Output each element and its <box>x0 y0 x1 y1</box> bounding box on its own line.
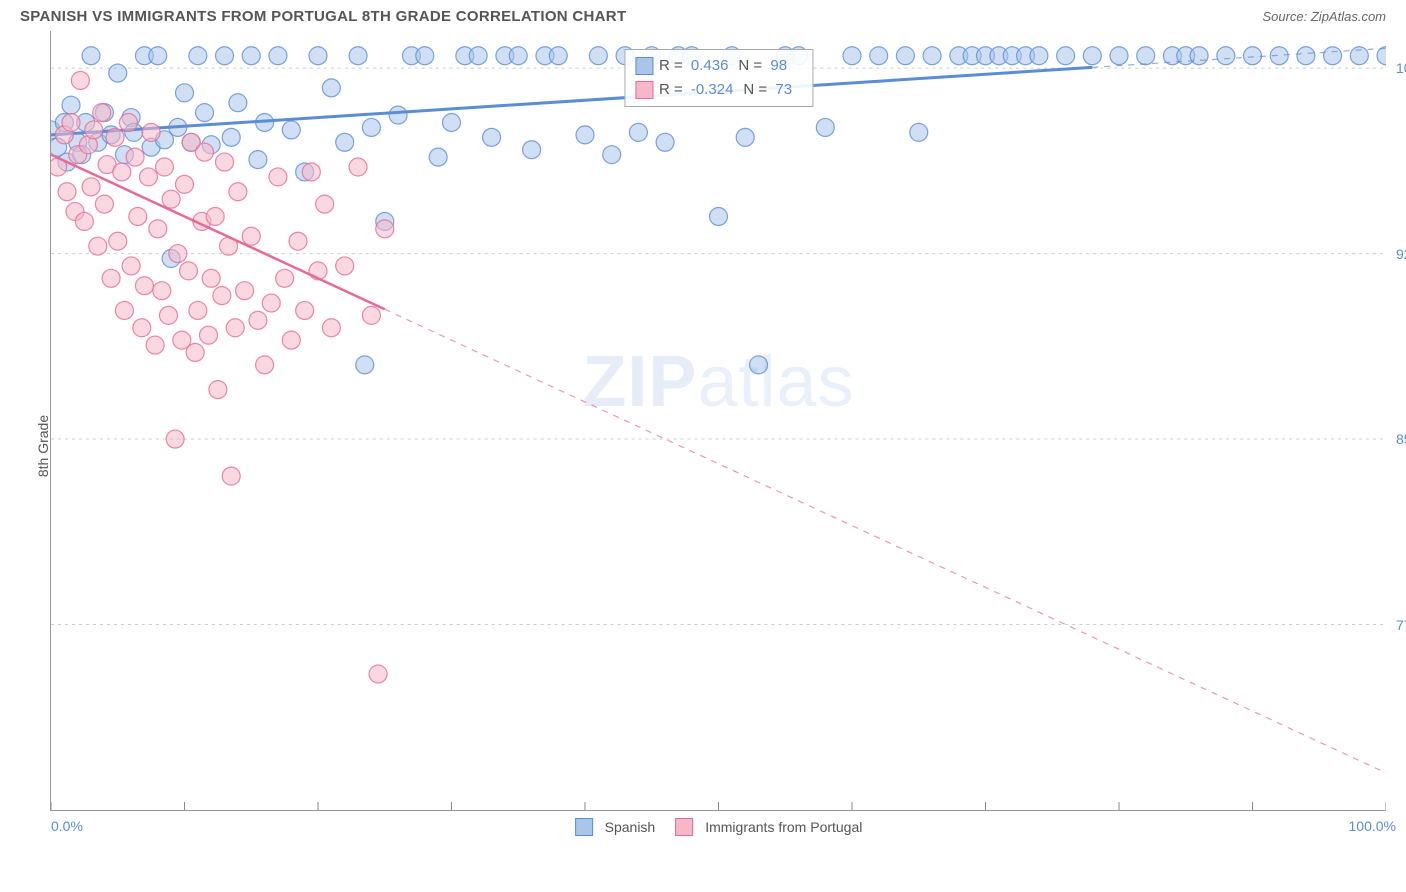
legend-label: Immigrants from Portugal <box>705 819 862 835</box>
legend: Spanish Immigrants from Portugal <box>575 818 863 836</box>
stats-legend-box: R = 0.436N = 98R = -0.324N = 73 <box>624 49 813 107</box>
chart-plot-area: ZIPatlas R = 0.436N = 98R = -0.324N = 73… <box>50 31 1386 811</box>
y-tick-label: 100.0% <box>1396 60 1406 76</box>
n-label: N = <box>743 81 767 98</box>
n-value: 73 <box>775 81 792 98</box>
legend-item: Spanish <box>575 818 656 836</box>
series-swatch <box>635 81 653 99</box>
x-axis-max-label: 100.0% <box>1349 818 1396 834</box>
y-axis-label: 8th Grade <box>35 415 51 477</box>
chart-source: Source: ZipAtlas.com <box>1262 9 1386 24</box>
y-tick-label: 92.5% <box>1396 246 1406 262</box>
n-label: N = <box>738 57 762 74</box>
scatter-svg <box>51 31 1386 810</box>
stats-row: R = 0.436 N = 98 <box>635 54 802 78</box>
chart-title: SPANISH VS IMMIGRANTS FROM PORTUGAL 8TH … <box>20 8 626 25</box>
series-swatch <box>635 57 653 75</box>
legend-label: Spanish <box>605 819 656 835</box>
stats-row: R = -0.324 N = 73 <box>635 78 802 102</box>
y-tick-label: 77.5% <box>1396 617 1406 633</box>
r-label: R = <box>659 57 683 74</box>
r-value: -0.324 <box>691 81 734 98</box>
r-value: 0.436 <box>691 57 729 74</box>
chart-header: SPANISH VS IMMIGRANTS FROM PORTUGAL 8TH … <box>0 0 1406 29</box>
legend-swatch <box>575 818 593 836</box>
legend-item: Immigrants from Portugal <box>675 818 862 836</box>
n-value: 98 <box>770 57 787 74</box>
y-tick-label: 85.0% <box>1396 431 1406 447</box>
legend-swatch <box>675 818 693 836</box>
x-axis-min-label: 0.0% <box>51 818 83 834</box>
r-label: R = <box>659 81 683 98</box>
